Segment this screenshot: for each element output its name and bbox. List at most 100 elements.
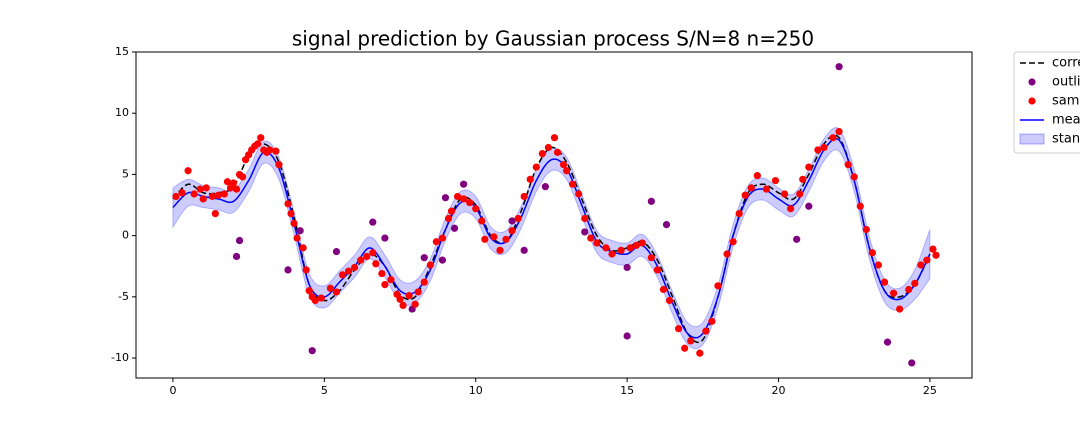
axes-frame	[135, 51, 973, 379]
point	[414, 288, 422, 296]
point	[908, 359, 916, 367]
point	[829, 134, 837, 142]
point	[208, 192, 216, 201]
point	[538, 150, 546, 158]
point	[453, 192, 462, 201]
point	[550, 134, 559, 142]
point	[438, 234, 447, 242]
point	[420, 278, 428, 286]
point	[223, 178, 232, 186]
chart-title: signal prediction by Gaussian process S/…	[292, 27, 814, 51]
point	[290, 219, 298, 227]
legend-label: corre	[1052, 56, 1080, 71]
legend-marker	[1028, 78, 1036, 86]
point	[923, 256, 931, 264]
point	[850, 173, 858, 181]
point	[214, 191, 222, 199]
point	[771, 176, 780, 185]
point	[466, 198, 474, 207]
point	[753, 172, 761, 180]
point	[363, 252, 371, 261]
point	[211, 209, 219, 218]
point	[911, 279, 919, 287]
point	[381, 234, 389, 242]
point	[575, 190, 583, 198]
point	[623, 332, 631, 340]
point	[856, 202, 864, 210]
point	[441, 194, 450, 202]
point	[508, 227, 516, 235]
x-tick-label: 10	[469, 384, 483, 397]
point	[874, 261, 883, 269]
y-tick-label: 5	[122, 167, 129, 180]
point	[729, 238, 737, 246]
y-tick-label: 0	[122, 229, 129, 242]
point	[232, 252, 241, 261]
point	[929, 245, 937, 253]
point	[520, 192, 528, 201]
point	[889, 289, 898, 297]
legend: corre outlie samp mean stanc	[1013, 51, 1080, 154]
point	[608, 250, 616, 258]
point	[617, 246, 625, 254]
point	[299, 244, 307, 252]
point	[293, 234, 301, 242]
legend-label: samp	[1052, 94, 1080, 109]
point	[883, 338, 892, 346]
point	[496, 246, 504, 254]
point	[520, 246, 528, 254]
point	[632, 241, 640, 250]
point	[399, 301, 407, 310]
y-tick-label: -10	[111, 351, 129, 364]
point	[311, 296, 319, 305]
point	[266, 146, 274, 154]
point	[338, 271, 347, 279]
point	[626, 244, 634, 252]
point	[647, 197, 655, 205]
point	[544, 143, 552, 152]
point	[747, 184, 755, 192]
point	[460, 180, 468, 188]
point	[202, 184, 210, 192]
point	[932, 251, 940, 259]
point	[296, 227, 304, 235]
point	[272, 147, 280, 155]
legend-label: outlie	[1052, 75, 1080, 90]
point	[326, 284, 334, 292]
point	[178, 189, 186, 197]
point	[723, 250, 731, 258]
y-tick-label: 10	[115, 106, 129, 119]
point	[508, 217, 516, 225]
point	[284, 200, 292, 208]
point	[905, 285, 913, 294]
point	[284, 266, 292, 274]
point	[287, 209, 295, 218]
point	[917, 261, 925, 269]
point	[381, 280, 389, 289]
point	[426, 261, 434, 269]
point	[638, 239, 646, 247]
legend-label: stanc	[1052, 132, 1080, 147]
point	[835, 63, 843, 71]
point	[405, 292, 413, 300]
point	[708, 317, 716, 325]
legend-patch	[1019, 133, 1045, 145]
point	[868, 249, 876, 257]
y-tick-label: -5	[118, 290, 129, 303]
point	[460, 195, 468, 203]
point	[369, 249, 377, 257]
point	[190, 190, 198, 198]
point	[357, 256, 365, 264]
point	[351, 263, 359, 272]
point	[735, 209, 743, 218]
point	[387, 276, 395, 284]
point	[665, 296, 674, 305]
point	[762, 185, 771, 193]
plot-area	[172, 63, 940, 367]
point	[184, 167, 192, 175]
point	[172, 192, 180, 201]
point	[447, 207, 456, 215]
point	[562, 167, 571, 175]
point	[787, 205, 795, 213]
